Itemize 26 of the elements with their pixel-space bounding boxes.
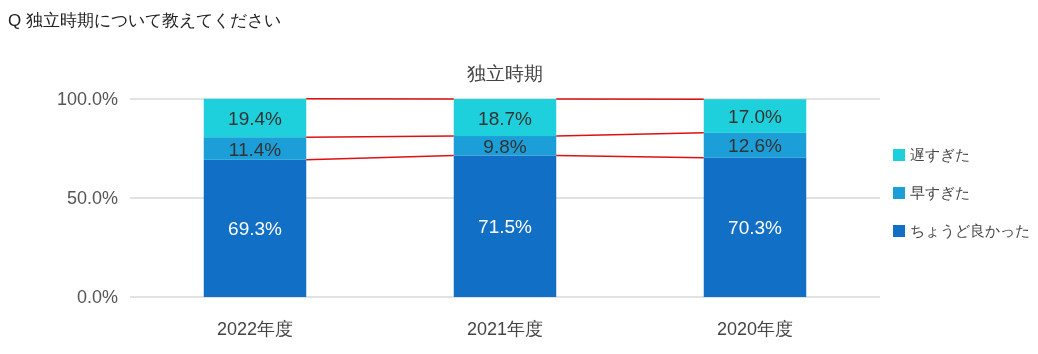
- bar: [703, 157, 807, 297]
- data-label: 12.6%: [728, 135, 783, 157]
- x-tick-label: 2020年度: [716, 319, 794, 339]
- y-tick-label: 100.0%: [56, 89, 118, 109]
- data-label: 18.7%: [478, 107, 533, 129]
- bar: [703, 99, 807, 133]
- data-label: 69.3%: [228, 218, 283, 240]
- y-tick-label: 50.0%: [66, 188, 118, 208]
- legend-label: 遅すぎた: [910, 146, 970, 163]
- y-tick-label: 0.0%: [76, 287, 118, 307]
- bar: [453, 99, 557, 137]
- data-label: 70.3%: [728, 217, 783, 239]
- bar: [453, 155, 557, 297]
- legend-label: 早すぎた: [910, 184, 970, 201]
- x-tick-label: 2021年度: [466, 319, 544, 339]
- data-label: 11.4%: [228, 138, 282, 160]
- bar: [203, 98, 307, 138]
- legend-label: ちょうど良かった: [910, 222, 1030, 239]
- data-label: 19.4%: [228, 108, 283, 130]
- subtitle: 独立時期: [467, 63, 543, 84]
- data-label: 71.5%: [478, 216, 533, 238]
- x-tick-label: 2022年度: [216, 319, 294, 339]
- bar: [203, 159, 307, 297]
- data-label: 9.8%: [483, 135, 527, 157]
- data-label: 17.0%: [728, 106, 783, 128]
- title: Q 独立時期について教えてください: [8, 11, 281, 30]
